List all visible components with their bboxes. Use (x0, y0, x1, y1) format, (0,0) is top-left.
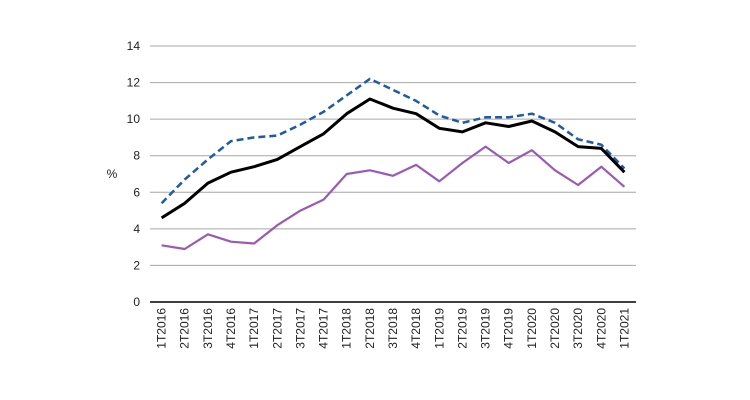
y-tick-label: 6 (133, 185, 140, 199)
x-tick-label: 2T2017 (270, 308, 284, 349)
y-tick-labels: 0 2 4 6 8 10 12 14 (127, 39, 141, 309)
x-tick-label: 4T2017 (317, 308, 331, 349)
x-tick-label: 1T2021 (617, 308, 631, 349)
y-tick-label: 14 (127, 39, 141, 53)
y-tick-label: 8 (133, 149, 140, 163)
series-lines (160, 77, 626, 251)
x-tick-label: 2T2016 (178, 308, 192, 349)
y-tick-label: 12 (127, 76, 141, 90)
y-tick-label: 10 (127, 112, 141, 126)
gridlines (150, 45, 636, 266)
x-tick-label: 4T2019 (502, 308, 516, 349)
series-line-1 (160, 77, 626, 205)
y-tick-label: 2 (133, 258, 140, 272)
x-tick-label: 2T2018 (363, 308, 377, 349)
x-tick-label: 1T2017 (247, 308, 261, 349)
y-tick-label: 4 (133, 222, 140, 236)
y-axis-label: % (107, 167, 118, 181)
x-tick-label: 4T2018 (409, 308, 423, 349)
x-tick-label: 2T2019 (455, 308, 469, 349)
x-tick-label: 4T2020 (594, 308, 608, 349)
x-tick-label: 3T2019 (479, 308, 493, 349)
x-tick-label: 1T2020 (525, 308, 539, 349)
x-tick-label: 4T2016 (224, 308, 238, 349)
x-tick-label: 3T2020 (571, 308, 585, 349)
x-tick-label: 1T2016 (155, 308, 169, 349)
x-tick-label: 3T2016 (201, 308, 215, 349)
series-line-3 (161, 145, 626, 251)
x-tick-label: 3T2018 (386, 308, 400, 349)
x-tick-label: 3T2017 (293, 308, 307, 349)
x-tick-label: 2T2020 (548, 308, 562, 349)
y-tick-label: 0 (133, 295, 140, 309)
x-tick-label: 1T2018 (340, 308, 354, 349)
x-tick-label: 1T2019 (432, 308, 446, 349)
series-line-2 (160, 97, 626, 220)
x-tick-labels: 1T2016 2T2016 3T2016 4T2016 1T2017 2T2017 3T20… (155, 308, 632, 349)
